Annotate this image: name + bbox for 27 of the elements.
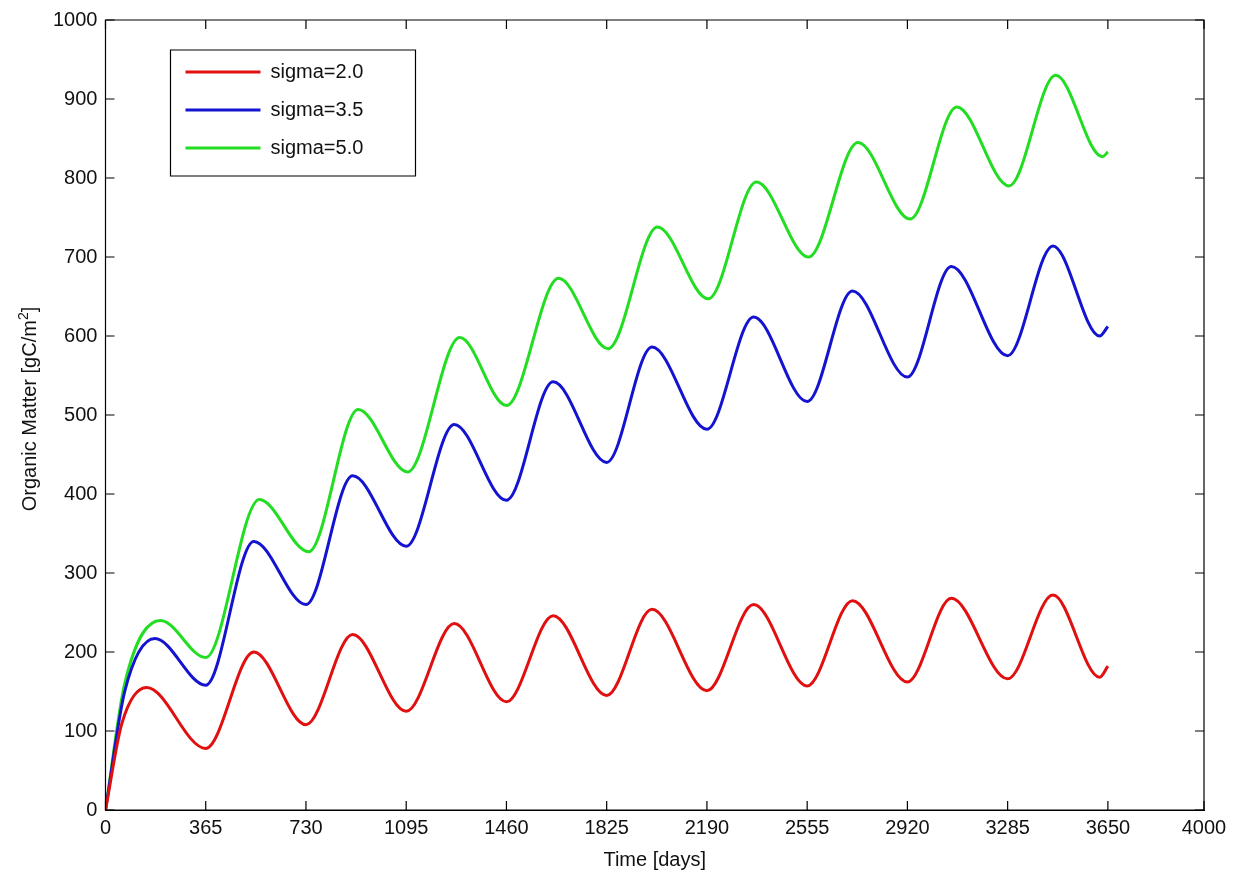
y-tick-label: 500 bbox=[64, 402, 98, 425]
x-tick-label: 365 bbox=[189, 815, 223, 838]
x-tick-label: 2555 bbox=[784, 815, 830, 838]
x-tick-label: 2920 bbox=[885, 815, 930, 838]
x-tick-label: 3285 bbox=[985, 815, 1030, 838]
x-tick-label: 2190 bbox=[684, 815, 730, 838]
y-tick-label: 300 bbox=[64, 560, 98, 583]
x-tick-label: 3650 bbox=[1085, 815, 1131, 838]
y-tick-label: 800 bbox=[64, 165, 98, 188]
y-tick-label: 900 bbox=[64, 86, 98, 109]
legend-label: sigma=2.0 bbox=[270, 59, 364, 82]
y-tick-label: 400 bbox=[64, 481, 98, 504]
y-tick-label: 100 bbox=[64, 718, 98, 741]
y-tick-label: 600 bbox=[64, 323, 98, 346]
x-tick-label: 730 bbox=[289, 815, 323, 838]
y-tick-label: 0 bbox=[86, 797, 98, 820]
y-tick-label: 1000 bbox=[52, 7, 98, 30]
y-tick-label: 700 bbox=[64, 244, 98, 267]
x-axis-title: Time [days] bbox=[603, 847, 707, 870]
y-tick-label: 200 bbox=[64, 639, 98, 662]
x-tick-label: 1095 bbox=[383, 815, 429, 838]
legend-label: sigma=3.5 bbox=[270, 97, 364, 120]
x-tick-label: 4000 bbox=[1181, 815, 1227, 838]
x-tick-label: 1825 bbox=[584, 815, 629, 838]
legend-label: sigma=5.0 bbox=[270, 135, 364, 158]
x-tick-label: 0 bbox=[99, 815, 112, 838]
x-tick-label: 1460 bbox=[484, 815, 529, 838]
